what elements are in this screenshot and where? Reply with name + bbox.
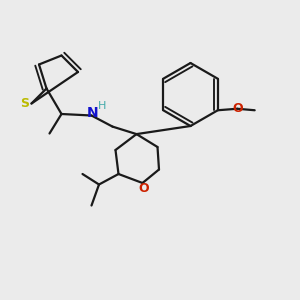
Text: N: N	[87, 106, 98, 120]
Text: O: O	[139, 182, 149, 196]
Text: H: H	[98, 100, 106, 111]
Text: S: S	[20, 97, 29, 110]
Text: O: O	[232, 102, 243, 115]
